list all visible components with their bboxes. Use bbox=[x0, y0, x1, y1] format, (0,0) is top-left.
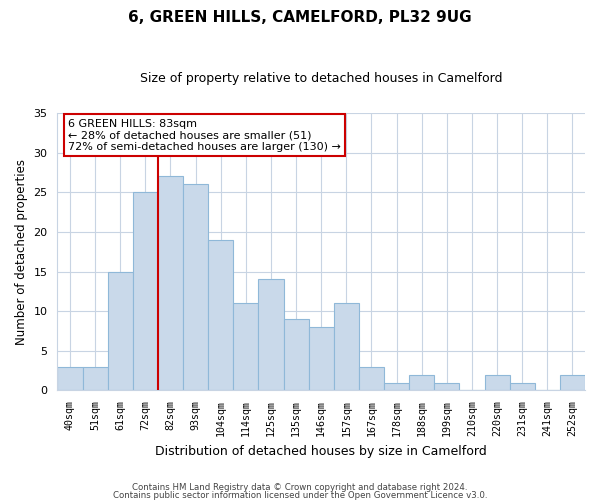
Title: Size of property relative to detached houses in Camelford: Size of property relative to detached ho… bbox=[140, 72, 502, 86]
Bar bbox=[83, 366, 107, 390]
Text: 6 GREEN HILLS: 83sqm
← 28% of detached houses are smaller (51)
72% of semi-detac: 6 GREEN HILLS: 83sqm ← 28% of detached h… bbox=[68, 118, 341, 152]
Bar bbox=[509, 382, 535, 390]
Bar bbox=[183, 184, 208, 390]
Bar bbox=[434, 382, 460, 390]
Bar bbox=[208, 240, 233, 390]
Bar bbox=[485, 374, 509, 390]
Bar bbox=[259, 280, 284, 390]
Text: 6, GREEN HILLS, CAMELFORD, PL32 9UG: 6, GREEN HILLS, CAMELFORD, PL32 9UG bbox=[128, 10, 472, 25]
Text: Contains HM Land Registry data © Crown copyright and database right 2024.: Contains HM Land Registry data © Crown c… bbox=[132, 484, 468, 492]
Y-axis label: Number of detached properties: Number of detached properties bbox=[15, 159, 28, 345]
Bar bbox=[359, 366, 384, 390]
Bar bbox=[107, 272, 133, 390]
Bar bbox=[284, 319, 308, 390]
X-axis label: Distribution of detached houses by size in Camelford: Distribution of detached houses by size … bbox=[155, 444, 487, 458]
Bar bbox=[133, 192, 158, 390]
Bar bbox=[233, 304, 259, 390]
Bar bbox=[58, 366, 83, 390]
Bar bbox=[334, 304, 359, 390]
Bar bbox=[384, 382, 409, 390]
Bar bbox=[158, 176, 183, 390]
Text: Contains public sector information licensed under the Open Government Licence v3: Contains public sector information licen… bbox=[113, 490, 487, 500]
Bar bbox=[308, 327, 334, 390]
Bar bbox=[409, 374, 434, 390]
Bar bbox=[560, 374, 585, 390]
